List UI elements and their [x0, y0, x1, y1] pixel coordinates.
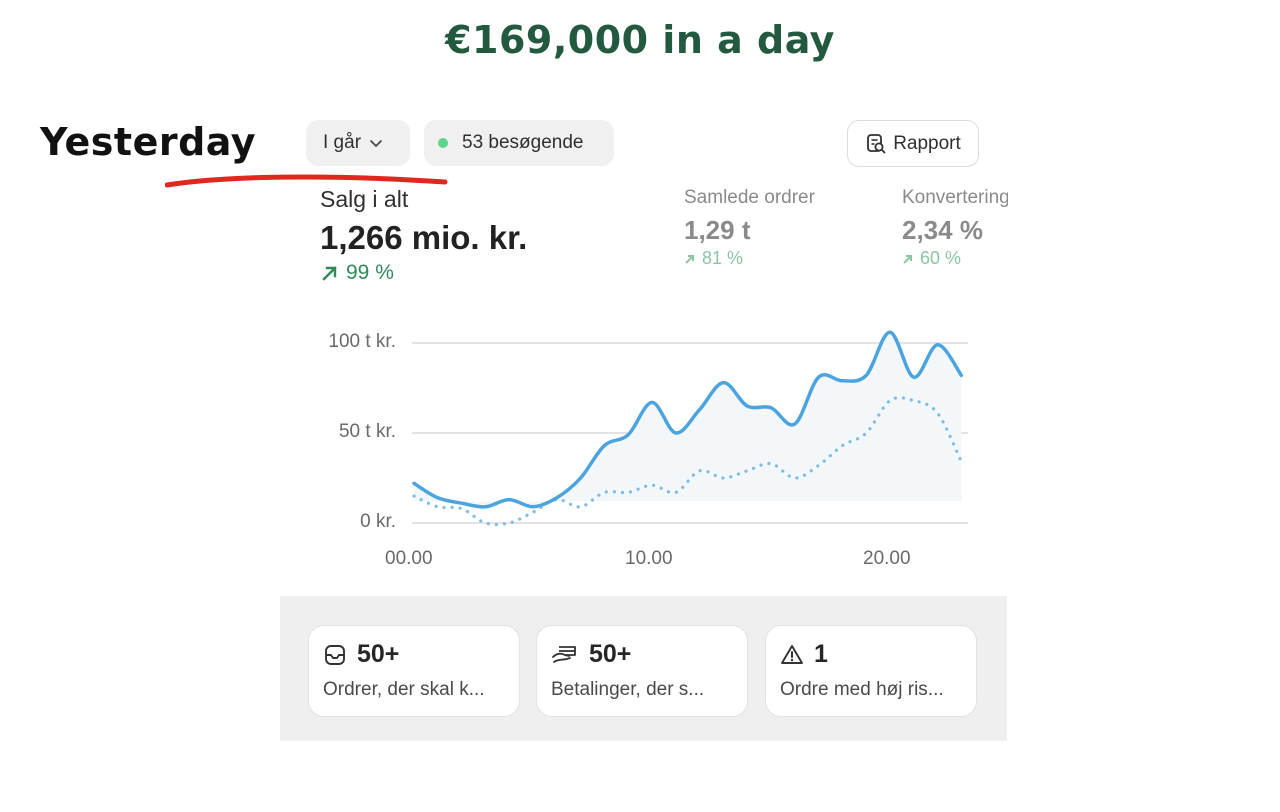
- x-tick-label: 10.00: [625, 548, 673, 569]
- metric-value: 1,266 mio. kr.: [320, 219, 528, 256]
- metric-label: Samlede ordrer: [684, 187, 815, 208]
- date-filter-label: I går: [323, 132, 362, 153]
- date-filter-dropdown[interactable]: I går: [306, 120, 410, 166]
- metric-change-value: 99 %: [346, 261, 394, 284]
- metric-label: Konvertering: [902, 187, 1008, 208]
- metric-value: 1,29 t: [684, 215, 751, 245]
- task-count: 50+: [589, 640, 632, 668]
- y-tick-label: 50 t kr.: [338, 421, 396, 442]
- report-search-icon: [867, 133, 886, 153]
- x-tick-label: 20.00: [863, 548, 911, 569]
- y-tick-label: 0 kr.: [360, 511, 396, 532]
- live-visitors-badge[interactable]: 53 besøgende: [424, 120, 614, 166]
- task-card-payments[interactable]: 50+ Betalinger, der s...: [536, 625, 748, 717]
- metric-change: 81 %: [684, 248, 854, 269]
- red-underline-stroke: [165, 174, 448, 188]
- metric-value: 2,34 %: [902, 215, 983, 245]
- task-card-high-risk-orders[interactable]: 1 Ordre med høj ris...: [765, 625, 977, 717]
- y-tick-label: 100 t kr.: [328, 331, 396, 352]
- metric-change-value: 60 %: [920, 248, 962, 268]
- task-label: Betalinger, der s...: [551, 679, 705, 700]
- live-dot-icon: [438, 138, 448, 148]
- chart-plot-area: [412, 330, 968, 527]
- arrow-up-right-icon: [685, 254, 694, 264]
- payment-hand-icon: [552, 645, 576, 663]
- report-button[interactable]: Rapport: [847, 120, 979, 167]
- report-button-label: Rapport: [893, 132, 961, 154]
- metric-label: Salg i alt: [320, 186, 409, 212]
- annotation-label: Yesterday: [40, 120, 257, 164]
- arrow-up-right-icon: [322, 266, 337, 281]
- metric-change: 60 %: [902, 248, 1008, 269]
- metric-total-sales[interactable]: Salg i alt 1,266 mio. kr. 99 %: [320, 186, 527, 285]
- task-label: Ordrer, der skal k...: [323, 679, 485, 700]
- arrow-up-right-icon: [903, 254, 912, 264]
- headline: €169,000 in a day: [445, 18, 835, 62]
- inbox-icon: [325, 644, 345, 665]
- x-tick-label: 00.00: [385, 548, 433, 569]
- task-label: Ordre med høj ris...: [780, 679, 944, 700]
- task-cards-panel: 50+ Ordrer, der skal k... 50+ Betalinger…: [280, 596, 1007, 741]
- visitors-count: 53 besøgende: [462, 132, 584, 153]
- task-card-orders-to-fulfill[interactable]: 50+ Ordrer, der skal k...: [308, 625, 520, 717]
- chevron-down-icon: [370, 140, 382, 147]
- metric-conversion[interactable]: Konvertering 2,34 % 60 %: [902, 187, 1008, 269]
- metric-total-orders[interactable]: Samlede ordrer 1,29 t 81 %: [684, 187, 854, 269]
- task-count: 50+: [357, 640, 400, 668]
- task-count: 1: [814, 640, 828, 668]
- metric-change-value: 81 %: [702, 248, 744, 268]
- metric-change: 99 %: [320, 261, 527, 285]
- warning-icon: [781, 644, 803, 664]
